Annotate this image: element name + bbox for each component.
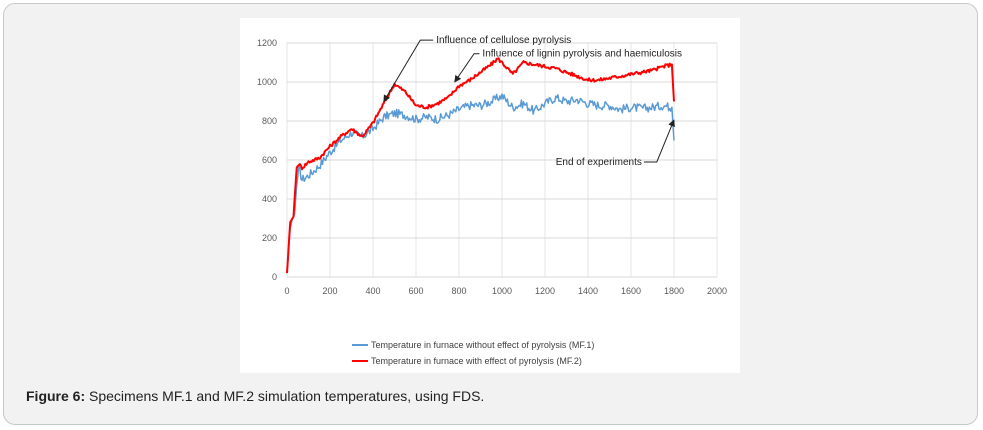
y-tick-label: 1200 [257, 38, 277, 48]
x-tick-label: 1200 [535, 286, 555, 296]
x-tick-label: 2000 [707, 286, 727, 296]
x-tick-label: 800 [451, 286, 466, 296]
y-tick-label: 400 [262, 194, 277, 204]
x-tick-label: 1000 [492, 286, 512, 296]
figure-caption: Figure 6: Specimens MF.1 and MF.2 simula… [26, 388, 484, 404]
annotation-lignin: Influence of lignin pyrolysis and haemic… [482, 49, 682, 60]
y-tick-label: 0 [272, 272, 277, 282]
legend-label: Temperature in furnace without effect of… [371, 340, 594, 350]
y-tick-label: 200 [262, 233, 277, 243]
series-line-mf1 [286, 93, 675, 274]
chart-panel: 0 200 400 600 800 1000 1200 0 200 400 600 800 1000 12… [240, 18, 740, 373]
x-tick-label: 400 [365, 286, 380, 296]
x-tick-label: 600 [408, 286, 423, 296]
annotation-cellulose: Influence of cellulose pyrolysis [436, 35, 571, 46]
x-tick-label: 1600 [621, 286, 641, 296]
y-tick-label: 600 [262, 155, 277, 165]
line-chart: 0 200 400 600 800 1000 1200 0 200 400 600 800 1000 12… [257, 35, 727, 366]
x-tick-label: 1800 [664, 286, 684, 296]
y-tick-label: 1000 [257, 77, 277, 87]
series-line-mf2 [286, 57, 675, 274]
x-tick-label: 1400 [578, 286, 598, 296]
y-tick-label: 800 [262, 116, 277, 126]
legend-label: Temperature in furnace with effect of py… [371, 356, 582, 366]
annotation-leader-cellulose [383, 39, 434, 103]
caption-text: Specimens MF.1 and MF.2 simulation tempe… [89, 388, 485, 404]
annotation-leader-lignin [454, 53, 480, 83]
annotation-end: End of experiments [556, 157, 642, 168]
caption-label: Figure 6: [26, 388, 86, 404]
x-tick-label: 0 [284, 286, 289, 296]
annotation-leader-end [643, 119, 675, 163]
x-tick-label: 200 [322, 286, 337, 296]
